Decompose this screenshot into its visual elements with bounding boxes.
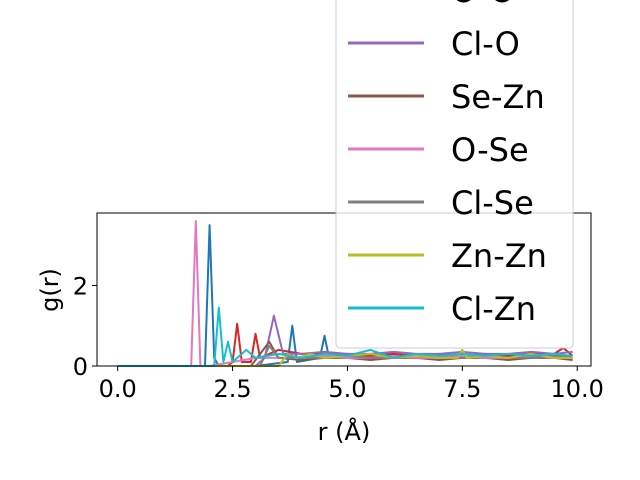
legend-label-7: Cl-Zn [451, 290, 536, 328]
legend: O-O Cl-O Se-Zn O-Se Cl-Se Zn-Zn Cl-Zn [335, 0, 574, 349]
y-tick-label-1: 2 [73, 272, 88, 300]
x-axis-label: r (Å) [318, 417, 371, 446]
legend-label-4: O-Se [451, 131, 529, 169]
legend-label-6: Zn-Zn [451, 237, 547, 275]
x-tick-label-3: 7.5 [443, 375, 481, 403]
x-axis-ticks: 0.0 2.5 5.0 7.5 10.0 [99, 366, 604, 403]
x-tick-label-0: 0.0 [99, 375, 137, 403]
series-line-7 [117, 306, 573, 367]
legend-label-3: Se-Zn [451, 78, 545, 116]
legend-label-1: O-O [451, 0, 515, 10]
y-axis-label: g(r) [36, 268, 64, 312]
legend-box [335, 0, 574, 349]
y-tick-label-0: 0 [73, 353, 88, 381]
x-tick-label-1: 2.5 [213, 375, 251, 403]
y-axis-ticks: 02 [73, 272, 97, 381]
legend-label-5: Cl-Se [451, 184, 534, 222]
x-tick-label-4: 10.0 [550, 375, 603, 403]
x-tick-label-2: 5.0 [328, 375, 366, 403]
legend-label-2: Cl-O [451, 25, 520, 63]
series-line-3 [117, 340, 573, 367]
